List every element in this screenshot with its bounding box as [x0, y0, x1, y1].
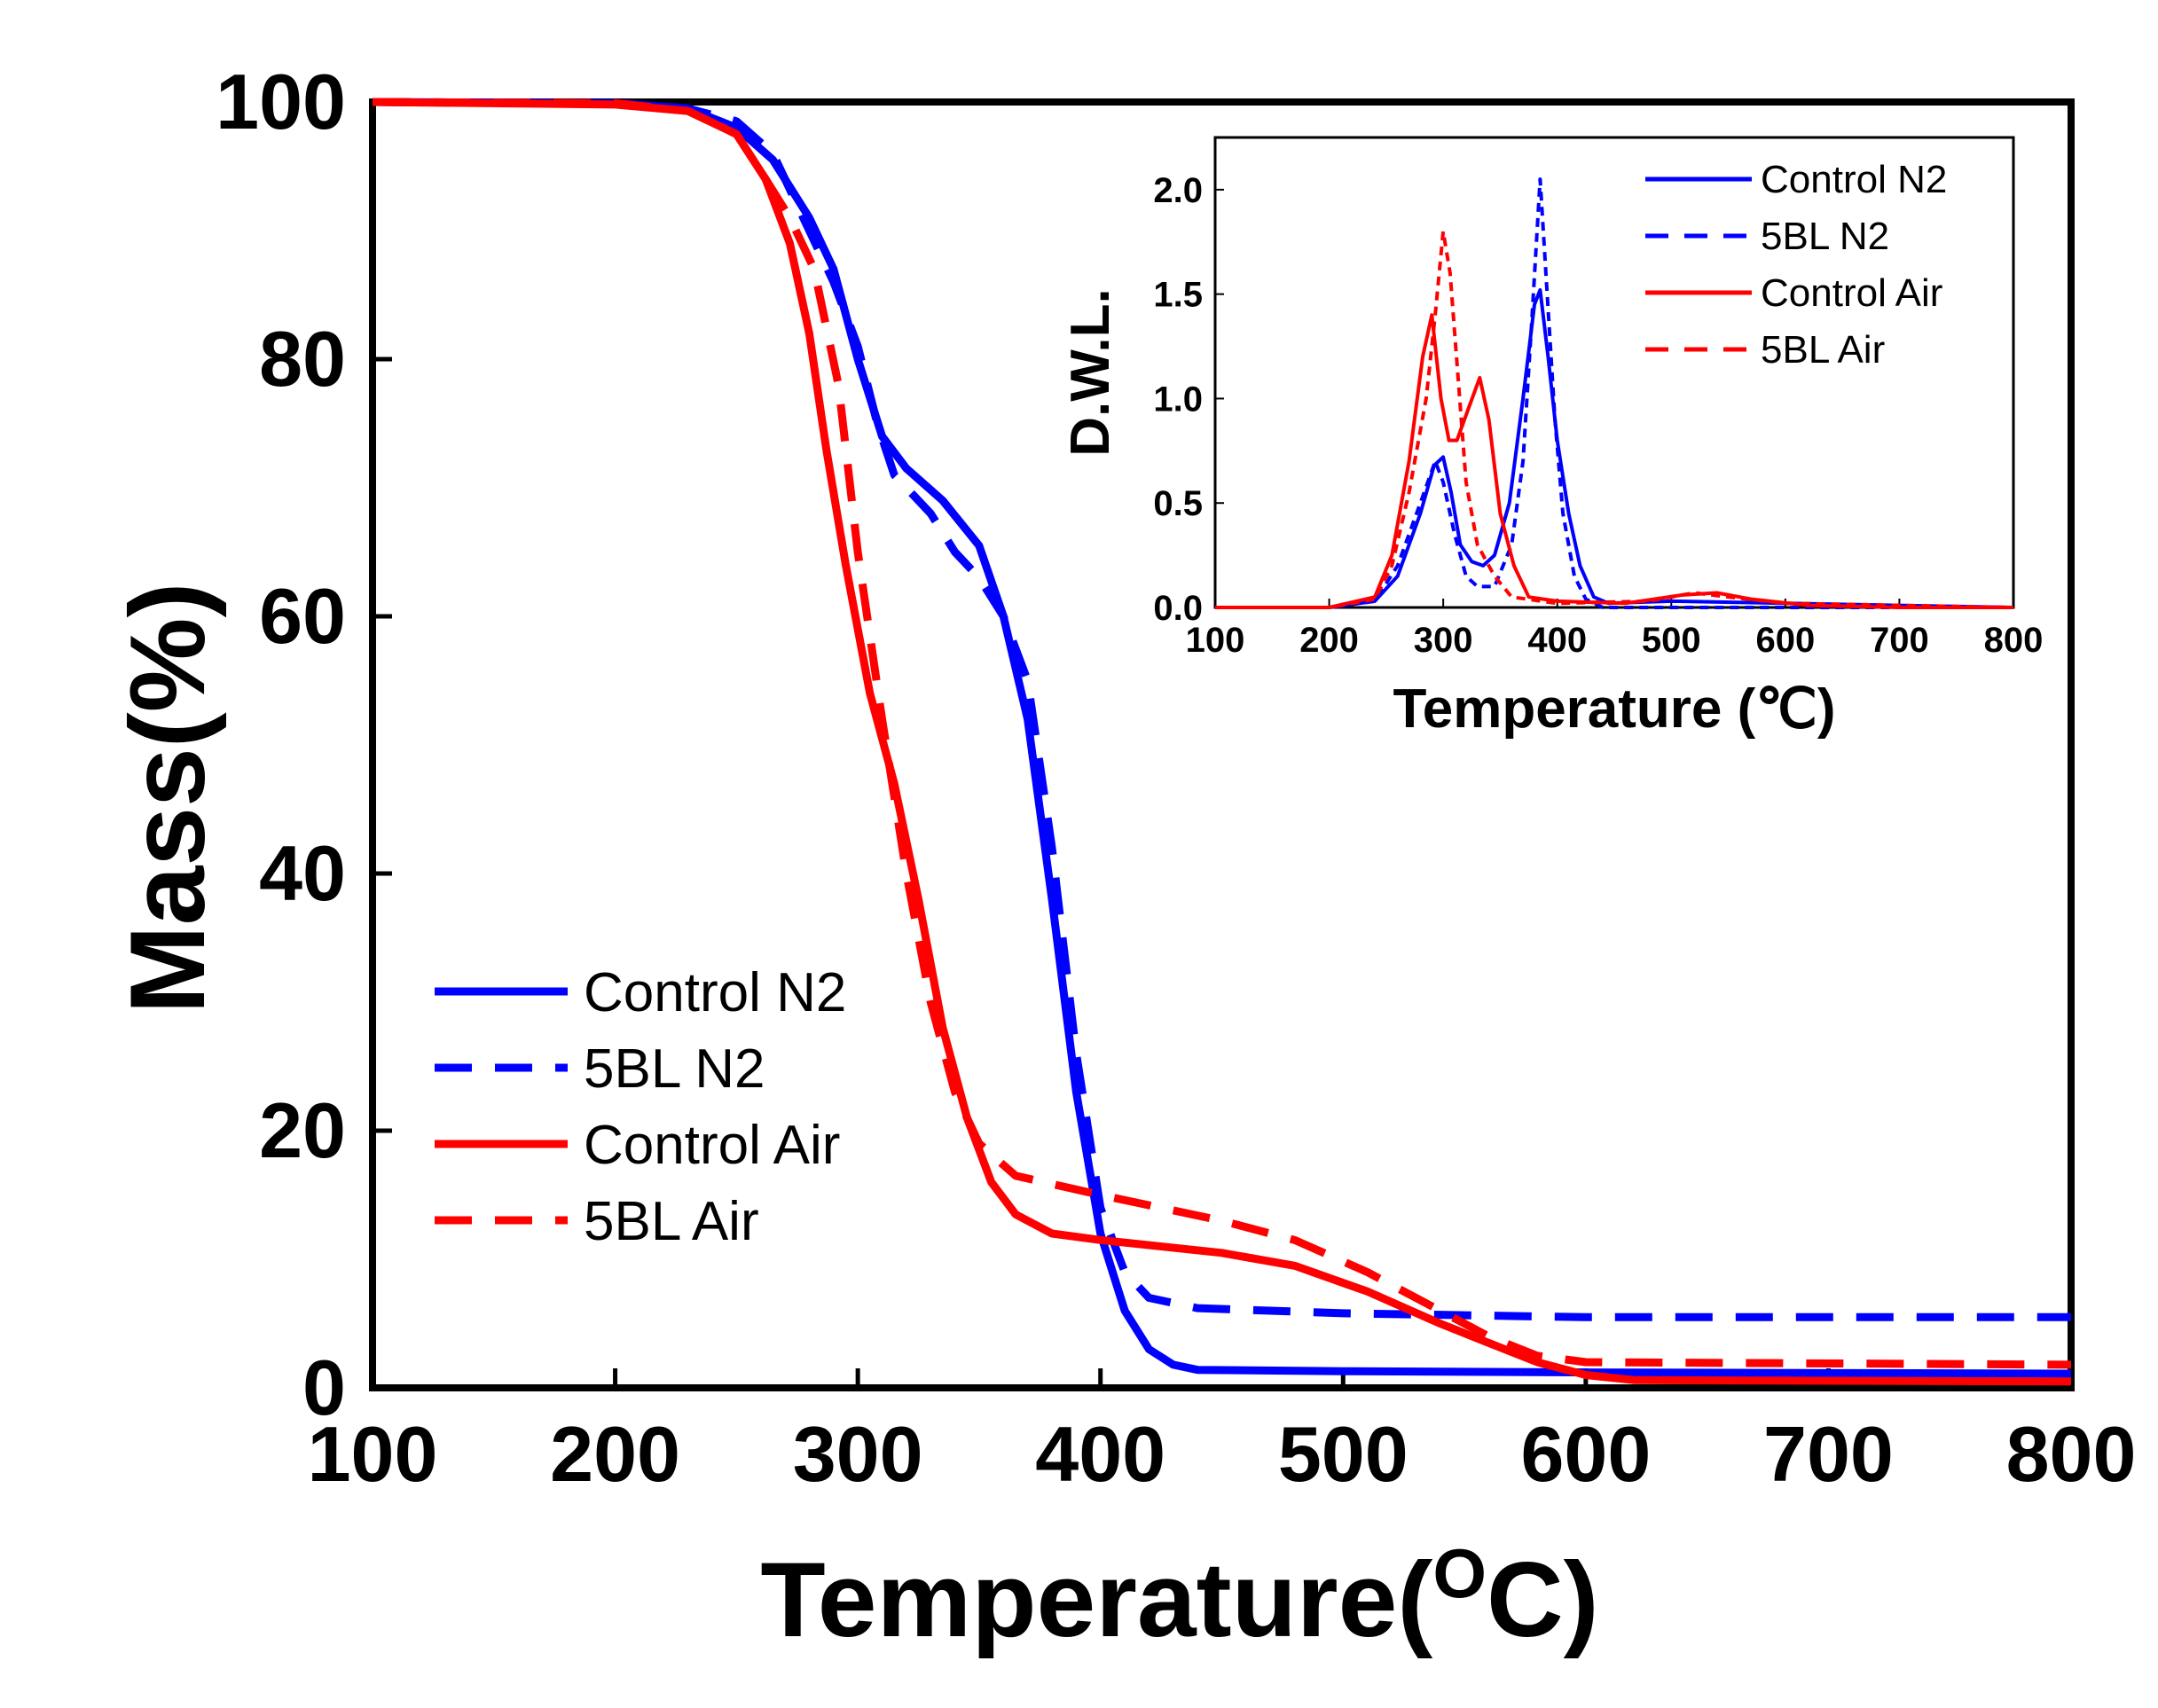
- inset-legend: Control N2 5BL N2 Control Air 5BL Air: [1645, 158, 1947, 372]
- inset-y-tick-label: 0.5: [1153, 484, 1203, 523]
- main-legend: Control N2 5BL N2 Control Air 5BL Air: [435, 962, 846, 1252]
- main-y-tick-label: 0: [302, 1344, 346, 1431]
- inset-legend-label: Control N2: [1761, 158, 1947, 201]
- inset-x-axis-label: Temperature (℃): [1393, 678, 1835, 740]
- main-x-tick-label: 600: [1520, 1410, 1651, 1498]
- main-y-tick-label: 60: [259, 572, 346, 660]
- inset-x-tick-label: 800: [1984, 621, 2044, 660]
- inset-series-5bl-n2: [1215, 177, 2013, 609]
- inset-x-tick-label: 100: [1186, 621, 1245, 660]
- inset-x-tick-label: 500: [1642, 621, 1701, 660]
- inset-background: [1215, 137, 2013, 607]
- inset-series-control-n2: [1215, 288, 2014, 609]
- main-x-tick-label: 700: [1763, 1410, 1894, 1498]
- inset-x-tick-label: 600: [1755, 621, 1815, 660]
- main-x-axis-title: Temperature: [760, 1540, 1397, 1659]
- main-x-axis-unit-close: C): [1487, 1540, 1599, 1659]
- inset-y-axis-label: D.W.L.: [1060, 288, 1121, 456]
- main-x-tick-label: 100: [308, 1410, 438, 1498]
- inset-x-tick-label: 700: [1870, 621, 1929, 660]
- main-y-tick-label: 100: [216, 58, 346, 145]
- inset-series-5bl-air: [1215, 230, 2014, 609]
- main-x-tick-label: 300: [793, 1410, 923, 1498]
- main-legend-label: 5BL Air: [584, 1191, 759, 1252]
- main-y-tick-label: 20: [259, 1086, 346, 1174]
- main-x-tick-label: 500: [1278, 1410, 1409, 1498]
- inset-y-tick-label: 0.0: [1153, 589, 1203, 628]
- main-legend-label: Control N2: [584, 962, 846, 1023]
- main-x-axis-open-paren: (: [1397, 1540, 1432, 1659]
- main-series-5bl-n2: [372, 98, 2071, 1321]
- inset-y-tick-label: 2.0: [1153, 171, 1203, 210]
- main-y-tick-label: 40: [259, 829, 346, 917]
- inset-legend-label: 5BL N2: [1761, 215, 1889, 258]
- inset-y-tick-label: 1.0: [1153, 380, 1203, 419]
- inset-series-control-air: [1215, 313, 2013, 609]
- main-plot-area: [369, 98, 2075, 1391]
- inset-x-tick-label: 400: [1527, 621, 1587, 660]
- main-series-control-n2: [372, 98, 2072, 1378]
- inset-legend-label: 5BL Air: [1761, 328, 1885, 372]
- main-y-axis-label: Mass(%): [108, 583, 227, 1015]
- inset-legend-label: Control Air: [1761, 271, 1942, 315]
- main-x-tick-label: 200: [550, 1410, 680, 1498]
- main-legend-label: Control Air: [584, 1115, 840, 1176]
- inset-x-tick-label: 200: [1299, 621, 1359, 660]
- inset-y-tick-label: 1.5: [1153, 276, 1203, 315]
- inset-x-tick-label: 300: [1414, 621, 1473, 660]
- main-x-axis-label: Temperature(OC): [760, 1534, 1598, 1659]
- main-y-tick-label: 80: [259, 315, 346, 403]
- main-x-axis-degree: O: [1432, 1534, 1487, 1612]
- main-legend-label: 5BL N2: [584, 1038, 765, 1100]
- main-x-tick-label: 400: [1035, 1410, 1165, 1498]
- main-x-tick-label: 800: [2006, 1410, 2137, 1498]
